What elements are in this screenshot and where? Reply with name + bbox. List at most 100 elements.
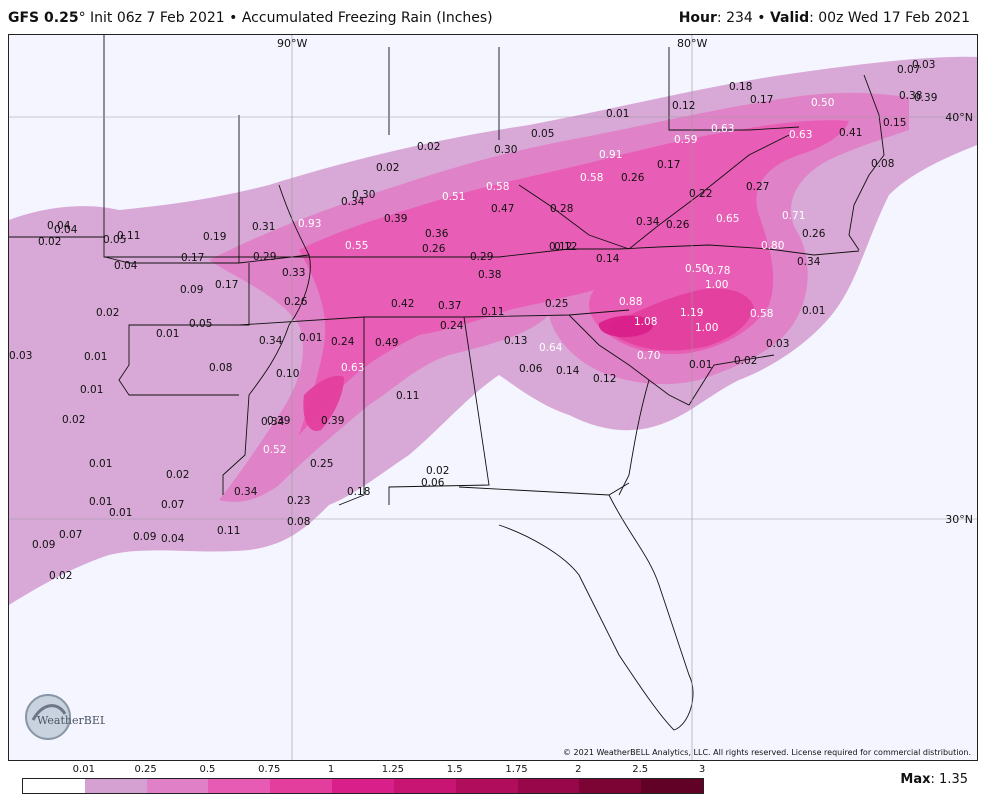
value-label: 0.12 [549,241,572,253]
value-label: 0.36 [425,228,449,240]
value-label: 0.38 [899,90,922,102]
value-label: 0.29 [253,251,276,263]
value-label: 0.30 [352,189,375,201]
value-label: 0.02 [376,162,399,174]
value-label: 0.58 [750,308,773,320]
value-label: 0.47 [491,203,514,215]
value-label: 0.28 [550,203,573,215]
legend-swatch [270,779,333,793]
forecast-hour-valid: Hour: 234 • Valid: 00z Wed 17 Feb 2021 [679,10,970,26]
value-label: 0.04 [161,533,185,545]
max-label: Max [900,772,931,787]
value-label: 0.19 [203,231,226,243]
value-label: 0.29 [470,251,493,263]
value-label: 0.03 [9,350,32,362]
value-label: 0.01 [109,507,132,519]
freezing-rain-shading [9,56,977,605]
legend-tick-label: 1.75 [505,764,528,775]
value-labels: 0.03 0.07 0.18 0.17 0.50 0.38 0.39 0.12 0.01 0.63… [9,59,937,582]
shading-1 [598,315,653,338]
map-panel: 0.03 0.07 0.18 0.17 0.50 0.38 0.39 0.12 0.01 0.63… [8,34,978,761]
value-label: 0.88 [619,296,642,308]
value-label: 0.26 [802,228,826,240]
legend-tick-label: 1.25 [381,764,405,775]
value-label: 1.00 [695,322,718,334]
value-label: 0.39 [384,213,407,225]
value-label: 0.05 [189,318,212,330]
state-boundaries [9,35,885,731]
value-label: 0.70 [637,350,660,362]
legend-tick-label: 0.75 [258,764,281,775]
lat-40n-label: 40°N [945,111,973,124]
value-label: 0.17 [181,252,204,264]
legend-swatch [23,779,85,793]
value-label: 0.63 [789,129,812,141]
lon-80w-label: 80°W [677,37,708,50]
legend-swatch [579,779,642,793]
max-value: Max: 1.35 [900,772,968,787]
value-label: 0.50 [811,97,834,109]
value-label: 0.12 [593,373,616,385]
value-label: 0.49 [375,337,398,349]
value-label: 0.26 [621,172,645,184]
value-label: 0.07 [161,499,184,511]
legend-swatch [393,779,456,793]
value-label: 0.55 [345,240,368,252]
value-label: 0.02 [166,469,189,481]
value-label: 0.26 [422,243,446,255]
value-label: 0.01 [802,305,825,317]
value-label: 0.91 [599,149,622,161]
value-label: 0.10 [276,368,299,380]
value-label: 0.03 [766,338,789,350]
value-label: 0.12 [672,100,695,112]
legend-swatch [641,779,703,793]
hour-value: : 234 • [716,10,770,26]
value-label: 0.14 [556,365,580,377]
legend-tick-label: 1.5 [446,764,463,775]
value-label: 0.33 [282,267,305,279]
value-label: 0.30 [494,144,517,156]
value-label: 0.09 [32,539,55,551]
value-label: 0.01 [80,384,103,396]
value-label: 0.05 [531,128,554,140]
value-label: 0.39 [321,415,344,427]
value-label: 0.08 [871,158,894,170]
copyright-notice: © 2021 WeatherBELL Analytics, LLC. All r… [563,748,971,757]
value-label: 0.64 [539,342,563,354]
value-label: 1.08 [634,316,657,328]
value-label: 0.01 [156,328,179,340]
value-label: 0.17 [750,94,773,106]
value-label: 0.52 [263,444,286,456]
value-label: 0.05 [103,234,126,246]
value-label: 0.42 [391,298,414,310]
legend-swatch [208,779,271,793]
value-label: 0.01 [606,108,629,120]
value-label: 0.71 [782,210,805,222]
legend-tick-label: 1 [327,764,335,775]
value-label: 0.18 [347,486,370,498]
value-label: 0.06 [421,477,445,489]
value-label: 0.13 [504,335,527,347]
value-label: 0.08 [209,362,232,374]
value-label: 0.78 [707,265,730,277]
value-label: 0.63 [711,123,734,135]
max-number: : 1.35 [930,772,968,787]
value-label: 0.50 [685,263,708,275]
value-label: 0.04 [47,220,71,232]
legend-tick-label: 0.01 [72,764,95,775]
legend-tick-label: 2 [575,764,582,775]
value-label: 0.25 [310,458,333,470]
value-label: 0.02 [49,570,72,582]
value-label: 0.02 [96,307,119,319]
legend-swatch [146,779,209,793]
value-label: 0.34 [259,335,283,347]
value-label: 0.24 [440,320,464,332]
gridlines [9,35,977,760]
value-label: 0.23 [287,495,310,507]
value-label: 0.02 [426,465,449,477]
value-label: 0.04 [114,260,138,272]
legend-swatch [84,779,147,793]
value-label: 0.80 [761,240,784,252]
model-name: GFS 0.25 [8,10,79,26]
value-label: 0.14 [596,253,620,265]
